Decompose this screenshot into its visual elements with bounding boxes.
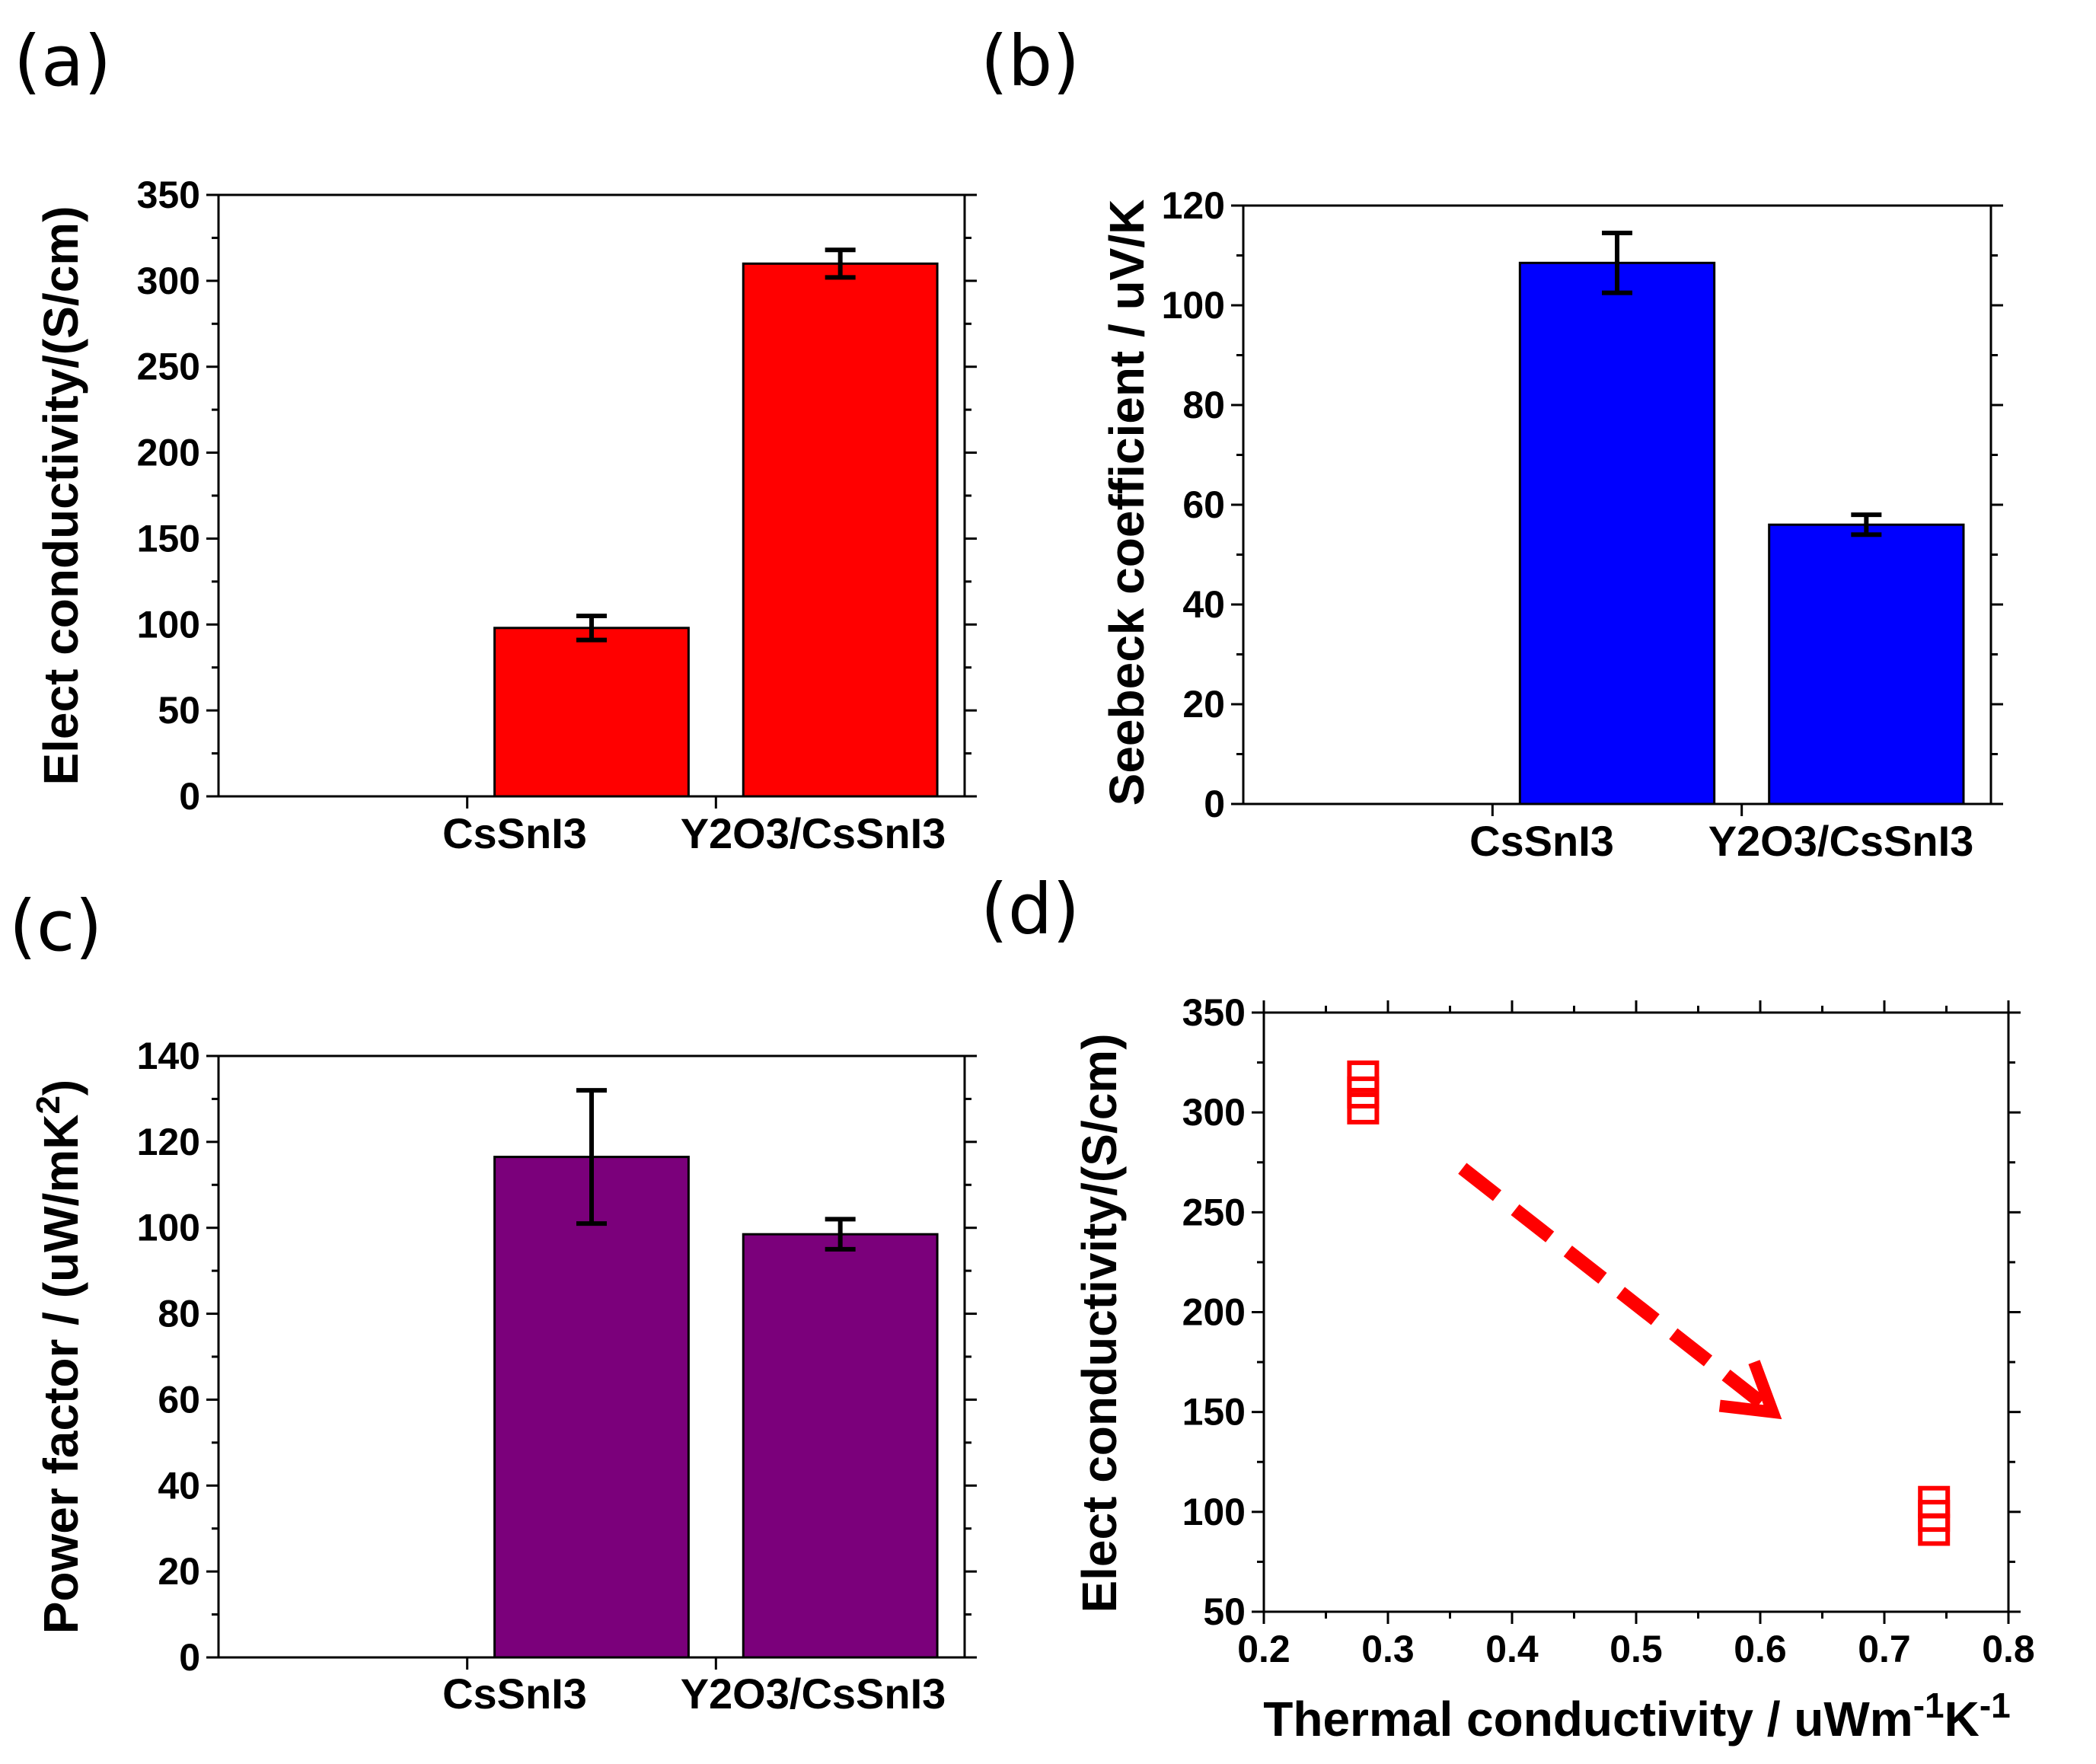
panel-a-frame xyxy=(217,193,966,798)
panel-b-ytick-label: 40 xyxy=(1182,583,1225,626)
panel-d: (d) 50 100 150 200 250 300 350 0.2 0.3 0.4 0.5 0.6 0… xyxy=(981,869,2035,1746)
panel-b: (b) 0 20 40 60 80 100 120 CsSnI3 Y2O3/CsSnI3 S… xyxy=(981,21,2003,865)
panel-d-arrow-head xyxy=(1718,1360,1782,1420)
panel-c-ytick-label: 0 xyxy=(179,1636,200,1679)
panel-d-xtick-label: 0.8 xyxy=(1982,1628,2035,1670)
panel-b-label: (b) xyxy=(981,21,1080,102)
panel-b-frame xyxy=(1242,204,1992,805)
panel-c-ytick-label: 100 xyxy=(137,1207,200,1249)
panel-d-ytick-label: 100 xyxy=(1182,1491,1246,1533)
panel-c: (c) 0 20 40 60 80 100 120 140 CsSnI3 Y2O3/CsSnI… xyxy=(9,885,977,1718)
panel-a-ytick-label: 200 xyxy=(137,432,200,474)
panel-d-xlabel: Thermal conductivity / uWm-1K-1 xyxy=(1263,1686,2010,1746)
panel-b-ytick-label: 0 xyxy=(1204,783,1225,825)
panel-a-ytick-label: 50 xyxy=(158,689,200,732)
panel-a-bar-2 xyxy=(742,262,939,798)
panel-b-xtick-label-1: CsSnI3 xyxy=(1469,817,1614,865)
panel-c-ytick-label: 120 xyxy=(137,1121,200,1163)
panel-d-label: (d) xyxy=(981,869,1080,950)
panel-d-xtick-label: 0.6 xyxy=(1734,1628,1787,1670)
panel-b-ytick-label: 120 xyxy=(1162,184,1225,227)
panel-a-bar-1 xyxy=(493,627,690,798)
panel-a-xtick-label-1: CsSnI3 xyxy=(442,809,587,857)
panel-d-ytick-label: 200 xyxy=(1182,1291,1246,1334)
panel-b-ytick-label: 100 xyxy=(1162,284,1225,327)
panel-d-xtick-label: 0.5 xyxy=(1609,1628,1663,1670)
panel-d-xtick-label: 0.2 xyxy=(1237,1628,1290,1670)
panel-c-ytick-label: 60 xyxy=(158,1378,200,1421)
panel-d-ytick-label: 350 xyxy=(1182,991,1246,1034)
panel-c-ytick-label: 20 xyxy=(158,1550,200,1593)
panel-a-ytick-label: 150 xyxy=(137,517,200,560)
panel-b-bar-1 xyxy=(1518,261,1716,805)
panel-a-ytick-label: 300 xyxy=(137,260,200,302)
panel-d-point xyxy=(1347,1092,1380,1124)
panel-d-frame xyxy=(1262,1011,2010,1613)
panel-c-plot: 0 20 40 60 80 100 120 140 xyxy=(137,1035,977,1679)
panel-c-frame xyxy=(217,1054,966,1659)
panel-b-ytick-label: 60 xyxy=(1182,483,1225,526)
panel-b-plot: 0 20 40 60 80 100 120 xyxy=(1162,184,2003,825)
panel-a-xtick-label-2: Y2O3/CsSnI3 xyxy=(681,809,946,857)
panel-b-ytick-label: 20 xyxy=(1182,683,1225,726)
panel-a-ytick-label: 0 xyxy=(179,775,200,818)
panel-a-plot: 0 50 100 150 200 250 300 350 xyxy=(137,174,977,818)
panel-d-point xyxy=(1918,1514,1951,1546)
panel-c-label: (c) xyxy=(9,885,102,967)
panel-a-label: (a) xyxy=(14,21,111,102)
panel-c-ytick-label: 140 xyxy=(137,1035,200,1077)
panel-d-xtick-label: 0.4 xyxy=(1485,1628,1539,1670)
panel-d-xtick-label: 0.7 xyxy=(1858,1628,1911,1670)
panel-a-ytick-label: 350 xyxy=(137,174,200,216)
panel-d-ytick-label: 300 xyxy=(1182,1091,1246,1134)
panel-b-bar-2 xyxy=(1768,523,1965,805)
panel-a-ytick-label: 100 xyxy=(137,603,200,646)
panel-c-ytick-label: 40 xyxy=(158,1464,200,1507)
panel-c-xtick-label-1: CsSnI3 xyxy=(442,1670,587,1718)
panel-d-ylabel: Elect conductivity/(S/cm) xyxy=(1072,1033,1127,1612)
panel-b-xtick-label-2: Y2O3/CsSnI3 xyxy=(1708,817,1974,865)
panel-d-ytick-label: 250 xyxy=(1182,1191,1246,1233)
panel-c-bar-1 xyxy=(493,1156,690,1659)
panel-d-arrow-shaft xyxy=(1458,1163,1768,1410)
panel-d-plot: 50 100 150 200 250 300 350 0.2 0.3 0.4 0.5 0.6 0.7 0.… xyxy=(1182,991,2035,1670)
panel-c-xtick-label-2: Y2O3/CsSnI3 xyxy=(681,1670,946,1718)
panel-a-ylabel: Elect conductivity/(S/cm) xyxy=(33,206,88,785)
panel-a: (a) 0 50 100 150 200 250 300 350 CsSnI3 Y2O3/Cs… xyxy=(14,21,977,857)
panel-a-ytick-label: 250 xyxy=(137,346,200,388)
panel-b-ytick-label: 80 xyxy=(1182,384,1225,426)
panel-c-ytick-label: 80 xyxy=(158,1293,200,1335)
panel-b-ylabel: Seebeck coefficient / uV/K xyxy=(1099,199,1154,806)
panel-d-xtick-label: 0.3 xyxy=(1361,1628,1415,1670)
panel-d-ytick-label: 50 xyxy=(1203,1590,1246,1633)
panel-d-ytick-label: 150 xyxy=(1182,1391,1246,1434)
panel-c-bar-2 xyxy=(742,1233,939,1659)
panel-c-ylabel: Power factor / (uW/mK2) xyxy=(30,1080,88,1635)
